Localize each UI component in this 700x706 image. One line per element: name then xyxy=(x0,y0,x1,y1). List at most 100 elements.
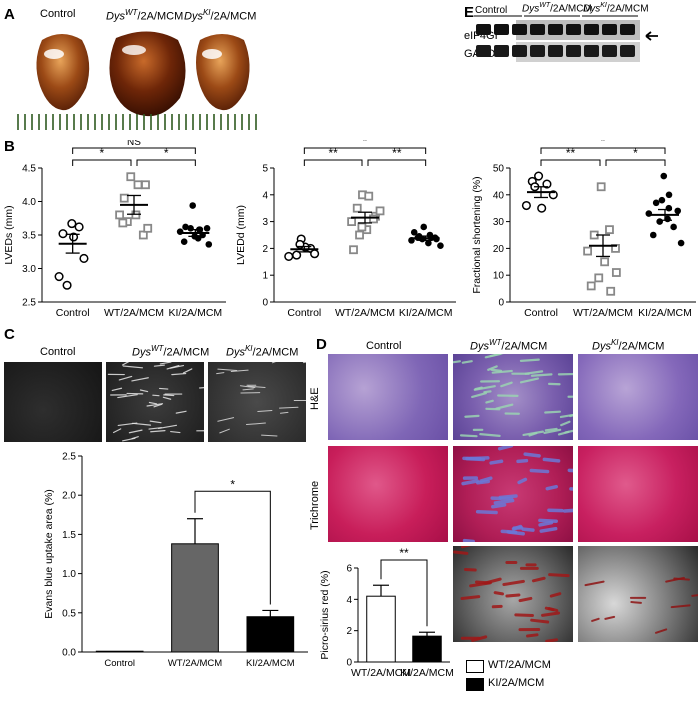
texture-streak xyxy=(521,527,535,532)
he-micrograph-control xyxy=(328,354,448,440)
texture-streak xyxy=(271,362,276,364)
blot-band xyxy=(566,24,581,35)
texture-streak xyxy=(247,385,266,388)
texture-streak xyxy=(542,457,561,463)
texture-streak xyxy=(175,410,187,414)
y-axis-label: Fractional shortening (%) xyxy=(471,176,483,293)
heart-ki xyxy=(196,34,250,111)
texture-streak xyxy=(665,576,685,583)
y-tick-label: 3 xyxy=(262,217,268,228)
texture-streak xyxy=(159,362,172,365)
texture-streak xyxy=(111,387,123,392)
texture-streak xyxy=(530,373,553,377)
data-point xyxy=(203,225,211,232)
evans-header-control: Control xyxy=(40,346,76,358)
data-point xyxy=(656,218,663,225)
x-tick-label: KI/2A/MCM xyxy=(168,307,222,319)
texture-streak xyxy=(505,593,521,598)
blot-band xyxy=(476,45,491,57)
data-point xyxy=(521,200,531,211)
significance-bracket-label: ** xyxy=(392,146,402,160)
blot-group-control: Control xyxy=(475,5,508,16)
data-point xyxy=(375,206,385,216)
panel-label-b: B xyxy=(4,138,15,155)
western-blot xyxy=(474,15,658,62)
significance-bracket-label: NS xyxy=(127,140,141,148)
texture-streak xyxy=(453,360,461,364)
bar xyxy=(366,595,396,663)
y-tick-label: 3.0 xyxy=(22,264,36,275)
y-tick-label: 4 xyxy=(346,595,352,606)
data-point xyxy=(133,180,143,190)
texture-streak xyxy=(462,538,476,542)
texture-streak xyxy=(539,526,558,533)
significance-bracket xyxy=(540,147,666,154)
texture-streak xyxy=(279,411,289,414)
blot-band xyxy=(602,45,617,57)
data-point xyxy=(347,217,357,226)
texture-streak xyxy=(170,430,181,434)
data-point xyxy=(284,251,294,261)
texture-streak xyxy=(523,452,541,458)
texture-streak xyxy=(473,385,496,391)
bar xyxy=(246,616,295,653)
blot-band xyxy=(476,24,491,35)
significance-bracket-label: ** xyxy=(566,146,576,160)
texture-streak xyxy=(511,524,523,531)
texture-streak xyxy=(257,410,273,412)
data-point xyxy=(586,281,596,291)
texture-streak xyxy=(538,520,554,527)
evans-micrograph-control xyxy=(4,362,102,442)
texture-streak xyxy=(517,477,528,485)
panel-label-d: D xyxy=(316,336,327,353)
y-tick-label: 1.5 xyxy=(62,530,76,541)
trichrome-fibrosis-wt xyxy=(461,446,573,542)
texture-streak xyxy=(498,494,518,500)
y-tick-label: 6 xyxy=(346,564,352,575)
significance-bracket xyxy=(303,147,427,154)
bar-chart-sirius: 0 2 4 6 Picro-sirius red (%) WT/2A/MCMKI/2A/M… xyxy=(319,546,454,679)
evans-micrograph-ki xyxy=(208,362,306,442)
evans-header-wt: DysWT/2A/MCM xyxy=(132,344,210,359)
texture-streak xyxy=(491,503,507,509)
significance-bracket xyxy=(380,559,428,627)
data-point xyxy=(420,223,428,231)
bar-chart-evans: 0.0 0.5 1.0 1.5 2.0 2.5 Evans blue uptake area… xyxy=(43,452,308,669)
texture-streak xyxy=(149,420,162,424)
texture-streak xyxy=(584,580,605,587)
texture-streak xyxy=(604,615,616,620)
y-axis-label: Evans blue uptake area (%) xyxy=(43,489,55,619)
x-tick-label: Control xyxy=(56,307,90,319)
data-point xyxy=(677,239,685,247)
texture-streak xyxy=(495,403,514,410)
blot-band xyxy=(566,45,581,57)
data-point xyxy=(660,172,668,180)
significance-bracket-label: * xyxy=(164,146,169,160)
texture-streak xyxy=(230,369,249,373)
texture-streak xyxy=(654,628,668,634)
texture-streak xyxy=(514,613,534,617)
y-tick-label: 4.0 xyxy=(22,197,36,208)
texture-streak xyxy=(485,399,494,404)
texture-streak xyxy=(545,638,559,642)
bar xyxy=(171,543,219,653)
data-point xyxy=(665,204,673,212)
x-tick-label: Control xyxy=(524,307,558,319)
texture-streak xyxy=(216,372,225,375)
data-point xyxy=(364,191,374,201)
texture-streak xyxy=(562,508,573,513)
row-label-trichrome: Trichrome xyxy=(309,480,321,530)
texture-streak xyxy=(158,424,178,430)
x-tick-label: KI/2A/MCM xyxy=(246,658,295,669)
texture-streak xyxy=(497,446,514,451)
texture-streak xyxy=(557,430,570,436)
data-point xyxy=(79,253,89,263)
texture-streak xyxy=(544,410,562,414)
texture-streak xyxy=(279,406,299,409)
texture-streak xyxy=(491,369,513,374)
data-point xyxy=(126,172,136,182)
he-fibrosis-wt xyxy=(453,354,573,438)
texture-streak xyxy=(166,364,180,370)
data-point xyxy=(542,179,552,189)
y-tick-label: 20 xyxy=(493,244,505,255)
